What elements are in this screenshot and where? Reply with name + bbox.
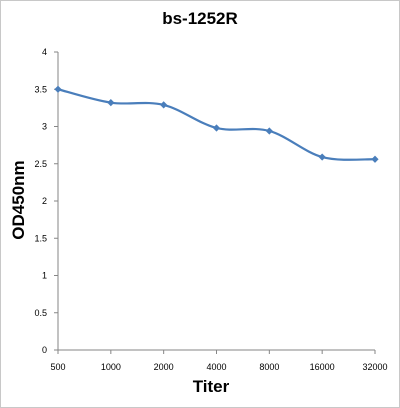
data-point-16000	[318, 153, 326, 161]
x-tick-label: 500	[50, 362, 65, 372]
y-tick-label: 1	[42, 271, 47, 281]
data-point-1000	[107, 99, 115, 107]
y-tick-labels: 0 0.5 1 1.5 2 2.5 3 3.5 4	[34, 47, 47, 355]
data-point-32000	[371, 155, 379, 163]
series-markers	[54, 85, 379, 163]
x-tick-labels: 500 1000 2000 4000 8000 16000 32000	[50, 362, 387, 372]
y-tick-label: 2	[42, 196, 47, 206]
chart-title: bs-1252R	[162, 9, 238, 28]
data-point-4000	[212, 124, 221, 132]
y-tick-label: 0.5	[34, 308, 47, 318]
x-tick-label: 4000	[206, 362, 226, 372]
y-tick-label: 0	[42, 345, 47, 355]
x-tick-label: 1000	[101, 362, 121, 372]
x-tick-label: 2000	[154, 362, 174, 372]
axes	[54, 51, 376, 354]
y-tick-label: 3.5	[34, 84, 47, 94]
data-point-500	[54, 85, 62, 93]
data-point-8000	[265, 127, 273, 135]
y-tick-label: 2.5	[34, 159, 47, 169]
data-point-2000	[160, 101, 168, 109]
x-tick-label: 8000	[259, 362, 279, 372]
x-axis-label: Titer	[193, 377, 230, 396]
y-axis-label: OD450nm	[9, 160, 28, 239]
y-tick-label: 1.5	[34, 233, 47, 243]
x-tick-label: 32000	[362, 362, 387, 372]
x-tick-label: 16000	[310, 362, 335, 372]
y-tick-label: 4	[42, 47, 47, 57]
y-tick-label: 3	[42, 122, 47, 132]
